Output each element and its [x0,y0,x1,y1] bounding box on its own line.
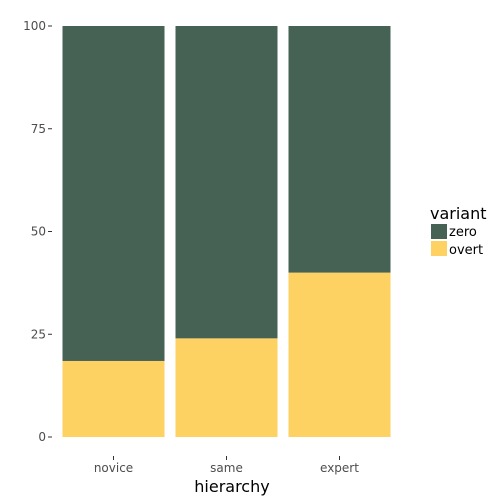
x-axis-title: hierarchy [194,477,269,496]
x-tick-label-novice: novice [94,461,133,475]
x-axis: novice same expert [94,456,359,475]
legend-label-overt: overt [449,243,483,258]
bar-same-overt [175,338,278,437]
x-tick-label-expert: expert [320,461,359,475]
bar-novice-zero [62,26,165,361]
legend-key-zero [431,224,447,239]
y-tick-label-50: 50 [31,225,46,239]
y-axis: 0 25 50 75 100 [23,19,52,444]
y-tick-label-0: 0 [38,430,46,444]
bars [62,26,391,437]
bar-expert-zero [288,26,391,273]
x-tick-label-same: same [210,461,243,475]
y-tick-label-75: 75 [31,122,46,136]
bar-novice-overt [62,360,165,437]
legend: variant zero overt [430,204,487,258]
y-tick-label-100: 100 [23,19,46,33]
bar-expert-overt [288,272,391,437]
legend-title: variant [430,204,487,223]
y-tick-label-25: 25 [31,327,46,341]
legend-label-zero: zero [449,225,477,240]
bar-same-zero [175,26,278,339]
legend-key-overt [431,241,447,256]
